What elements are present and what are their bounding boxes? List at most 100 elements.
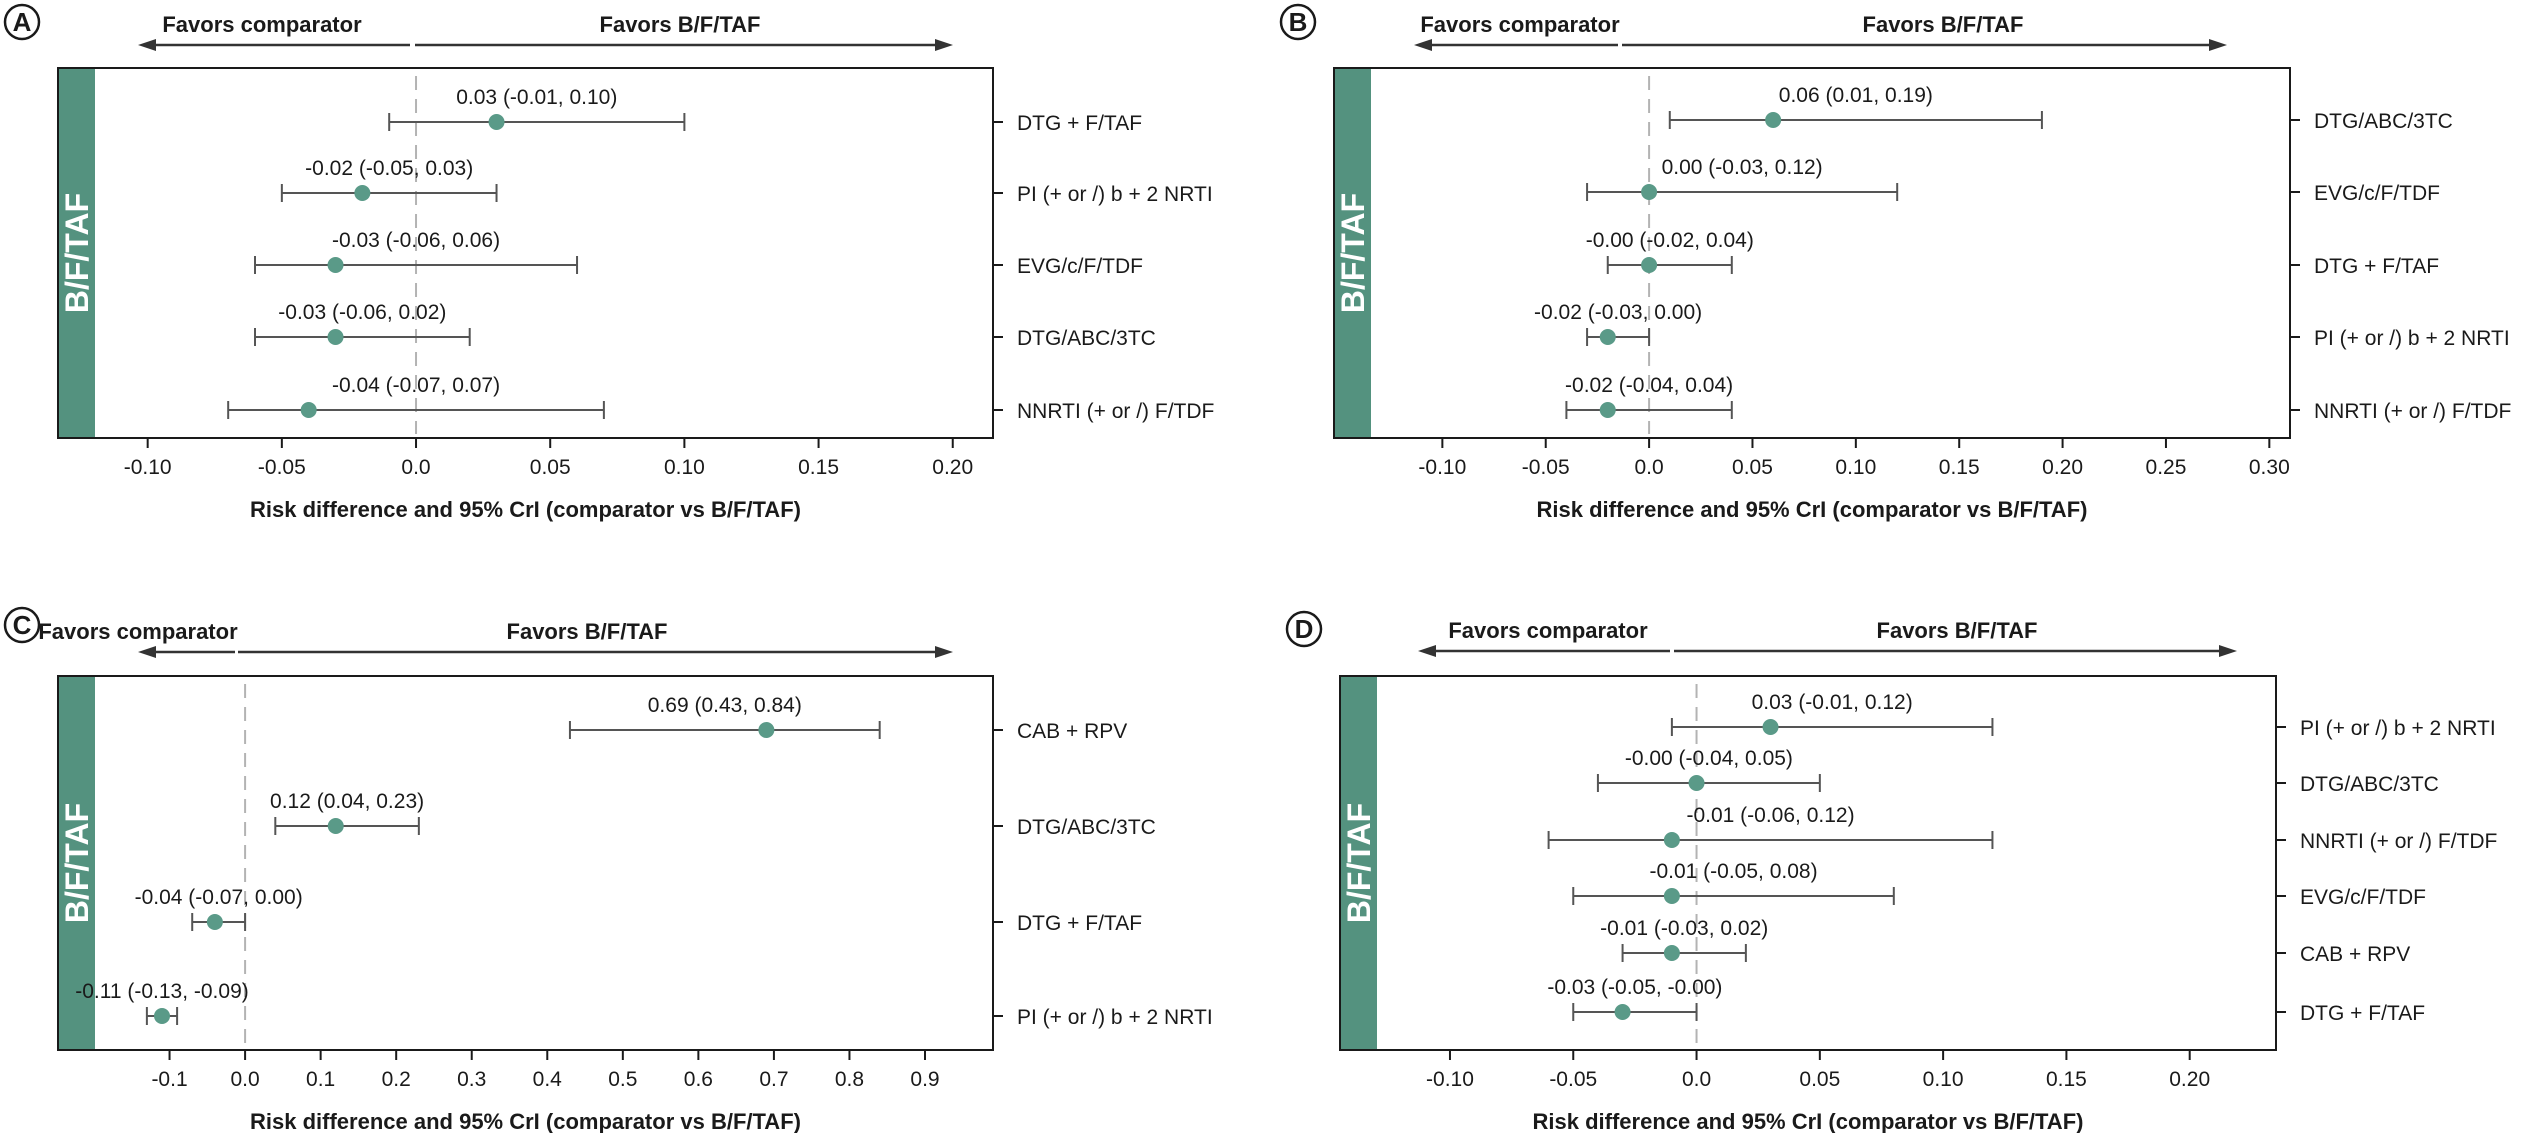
row-label: NNRTI (+ or /) F/TDF <box>2314 400 2511 423</box>
point-estimate <box>300 402 317 418</box>
estimate-label: -0.02 (-0.04, 0.04) <box>1565 374 1733 397</box>
forest-panel-d: D Favors comparator Favors B/F/TAF B/F/TAF -… <box>1285 610 2497 1133</box>
x-tick-label: 0.0 <box>1682 1068 1711 1091</box>
favors-comparator-label: Favors comparator <box>38 619 238 644</box>
reference-band-label: B/F/TAF <box>59 803 95 923</box>
point-estimate <box>1599 329 1616 345</box>
row-label: CAB + RPV <box>1017 720 1127 743</box>
row-label: DTG/ABC/3TC <box>2300 773 2439 796</box>
row-label: DTG + F/TAF <box>1017 912 1142 935</box>
x-tick-label: 0.1 <box>306 1068 335 1091</box>
estimate-label: -0.04 (-0.07, 0.00) <box>135 886 303 909</box>
reference-band <box>1335 69 1371 437</box>
reference-band <box>1341 677 1377 1049</box>
panel-letter: A <box>13 7 32 37</box>
reference-band-label: B/F/TAF <box>1341 803 1377 923</box>
estimate-label: -0.01 (-0.06, 0.12) <box>1686 804 1854 827</box>
reference-band-label: B/F/TAF <box>1335 193 1371 313</box>
panel-letter-circle <box>1285 610 1323 648</box>
point-estimate <box>206 914 223 930</box>
forest-panel-a: A Favors comparator Favors B/F/TAF B/F/TAF -… <box>3 3 1214 522</box>
favors-bftaf-label: Favors B/F/TAF <box>1877 618 2038 643</box>
favors-comparator-arrowhead <box>1414 39 1432 51</box>
x-tick-label: 0.25 <box>2146 456 2187 479</box>
x-tick-label: 0.0 <box>401 456 430 479</box>
row-label: EVG/c/F/TDF <box>1017 255 1143 278</box>
favors-comparator-arrowhead <box>138 39 156 51</box>
estimate-label: 0.03 (-0.01, 0.10) <box>456 86 617 109</box>
estimate-label: -0.01 (-0.05, 0.08) <box>1649 860 1817 883</box>
row-label: CAB + RPV <box>2300 943 2410 966</box>
estimate-label: 0.06 (0.01, 0.19) <box>1779 84 1933 107</box>
favors-bftaf-label: Favors B/F/TAF <box>600 12 761 37</box>
x-tick-label: 0.05 <box>530 456 571 479</box>
favors-bftaf-label: Favors B/F/TAF <box>507 619 668 644</box>
estimate-label: -0.11 (-0.13, -0.09) <box>75 980 249 1003</box>
x-axis-label: Risk difference and 95% CrI (comparator … <box>1537 497 2088 522</box>
estimate-label: 0.69 (0.43, 0.84) <box>648 694 802 717</box>
x-tick-label: -0.10 <box>124 456 172 479</box>
point-estimate <box>758 722 775 738</box>
x-tick-label: 0.20 <box>932 456 973 479</box>
x-tick-label: 0.05 <box>1799 1068 1840 1091</box>
estimate-label: -0.03 (-0.06, 0.02) <box>278 301 446 324</box>
x-tick-label: 0.2 <box>382 1068 411 1091</box>
favors-bftaf-arrowhead <box>935 39 953 51</box>
point-estimate <box>153 1008 170 1024</box>
forest-panel-c: C Favors comparator Favors B/F/TAF B/F/TAF -… <box>3 606 1213 1133</box>
point-estimate <box>327 818 344 834</box>
point-estimate <box>488 114 505 130</box>
estimate-label: -0.00 (-0.02, 0.04) <box>1586 229 1754 252</box>
x-tick-label: 0.4 <box>533 1068 563 1091</box>
estimate-label: -0.03 (-0.05, -0.00) <box>1547 976 1722 999</box>
row-label: PI (+ or /) b + 2 NRTI <box>2300 717 2496 740</box>
x-axis-label: Risk difference and 95% CrI (comparator … <box>1533 1109 2084 1133</box>
panel-letter-circle <box>3 3 41 41</box>
x-tick-label: 0.05 <box>1732 456 1773 479</box>
point-estimate <box>327 329 344 345</box>
row-label: PI (+ or /) b + 2 NRTI <box>2314 327 2510 350</box>
x-tick-label: -0.10 <box>1418 456 1466 479</box>
row-label: NNRTI (+ or /) F/TDF <box>1017 400 1214 423</box>
point-estimate <box>1614 1004 1631 1020</box>
favors-comparator-label: Favors comparator <box>1420 12 1620 37</box>
plot-frame <box>1333 67 2291 439</box>
point-estimate <box>1641 257 1658 273</box>
reference-band <box>59 69 95 437</box>
x-tick-label: 0.10 <box>1835 456 1876 479</box>
point-estimate <box>1663 888 1680 904</box>
x-tick-label: 0.30 <box>2249 456 2290 479</box>
x-tick-label: 0.8 <box>835 1068 864 1091</box>
favors-comparator-arrowhead <box>1418 645 1436 657</box>
x-tick-label: 0.7 <box>759 1068 788 1091</box>
estimate-label: -0.04 (-0.07, 0.07) <box>332 374 500 397</box>
x-tick-label: 0.20 <box>2042 456 2083 479</box>
estimate-label: 0.00 (-0.03, 0.12) <box>1662 156 1823 179</box>
favors-comparator-arrowhead <box>138 646 156 658</box>
panel-letter: D <box>1295 614 1314 644</box>
point-estimate <box>327 257 344 273</box>
x-tick-label: -0.10 <box>1426 1068 1474 1091</box>
plot-frame <box>57 675 994 1051</box>
row-label: NNRTI (+ or /) F/TDF <box>2300 830 2497 853</box>
x-tick-label: 0.15 <box>1939 456 1980 479</box>
row-label: EVG/c/F/TDF <box>2314 182 2440 205</box>
plot-frame <box>1339 675 2277 1051</box>
x-tick-label: 0.5 <box>608 1068 637 1091</box>
x-tick-label: 0.6 <box>684 1068 713 1091</box>
estimate-label: -0.01 (-0.03, 0.02) <box>1600 917 1768 940</box>
x-tick-label: -0.05 <box>1522 456 1570 479</box>
estimate-label: -0.02 (-0.05, 0.03) <box>305 157 473 180</box>
x-axis-label: Risk difference and 95% CrI (comparator … <box>250 497 801 522</box>
x-tick-label: -0.05 <box>258 456 306 479</box>
point-estimate <box>1762 719 1779 735</box>
row-label: PI (+ or /) b + 2 NRTI <box>1017 183 1213 206</box>
panel-letter-circle <box>3 606 41 644</box>
x-tick-label: 0.0 <box>1634 456 1663 479</box>
x-tick-label: 0.10 <box>664 456 705 479</box>
point-estimate <box>354 185 371 201</box>
row-label: DTG/ABC/3TC <box>1017 816 1156 839</box>
estimate-label: 0.03 (-0.01, 0.12) <box>1752 691 1913 714</box>
x-tick-label: 0.9 <box>910 1068 939 1091</box>
